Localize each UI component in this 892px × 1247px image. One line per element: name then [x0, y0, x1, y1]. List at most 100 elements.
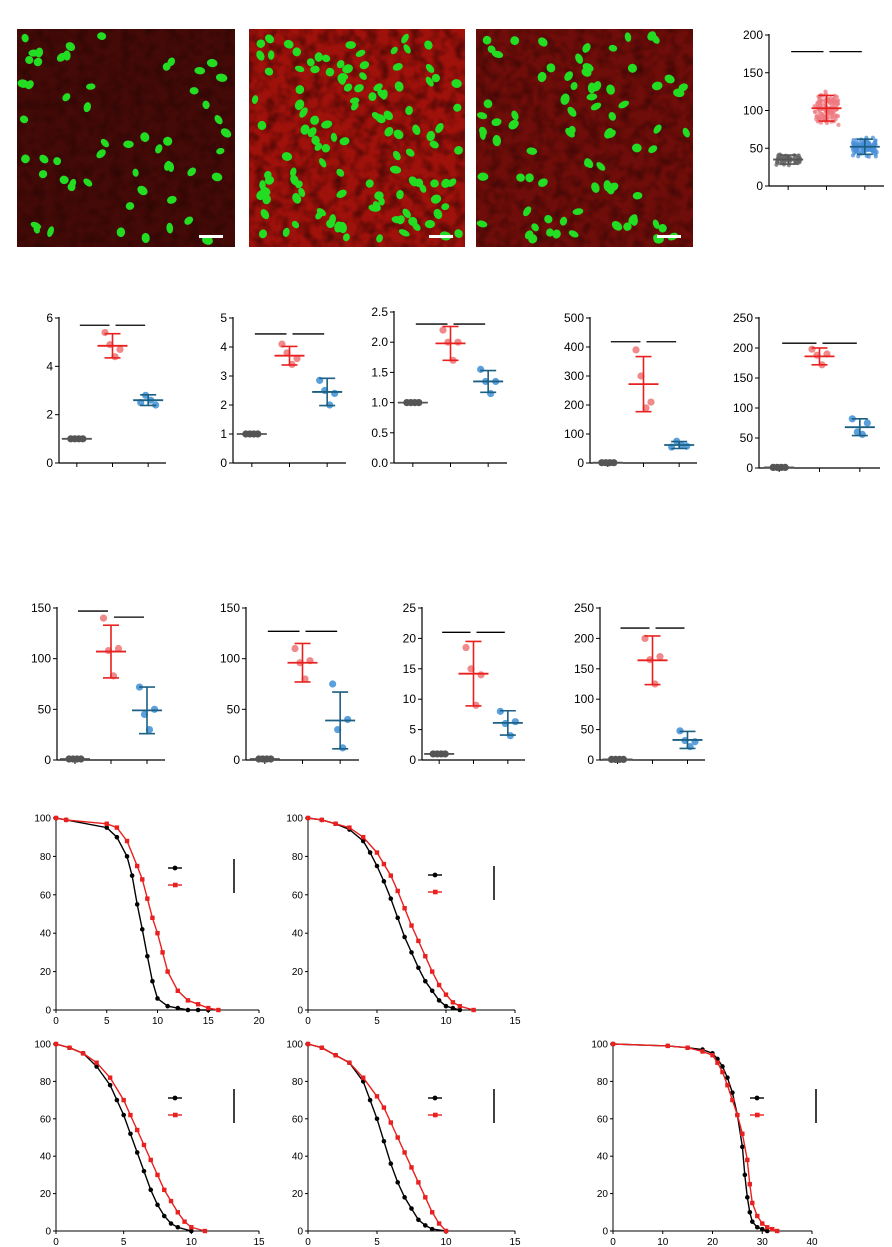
series-marker: [155, 931, 160, 936]
gfp-nucleus: [414, 178, 424, 188]
gfp-nucleus: [376, 234, 383, 243]
y-tick-label: 300: [564, 369, 584, 383]
data-point: [866, 154, 871, 159]
series-marker: [128, 1112, 133, 1118]
series-marker: [104, 825, 110, 830]
y-tick-label: 50: [740, 431, 754, 445]
series-marker: [347, 1060, 352, 1065]
x-tick-label: 0: [305, 1016, 311, 1027]
gfp-nucleus: [559, 216, 568, 226]
series-marker: [367, 1097, 373, 1103]
gfp-nucleus: [100, 138, 110, 148]
series-marker: [53, 815, 59, 821]
gfp-nucleus: [398, 229, 410, 237]
gfp-nucleus: [403, 44, 411, 54]
series-marker: [747, 1210, 753, 1215]
series-marker: [319, 1045, 324, 1050]
series-marker: [720, 1069, 725, 1075]
gfp-nucleus: [608, 112, 617, 121]
series-marker: [150, 915, 155, 921]
series-marker: [720, 1064, 725, 1069]
gfp-nucleus: [611, 220, 623, 231]
series-line: [307, 1043, 447, 1232]
gfp-nucleus: [552, 229, 561, 239]
y-tick-label: 200: [743, 28, 763, 42]
series-marker: [395, 1180, 401, 1185]
series-marker: [175, 1224, 181, 1230]
gfp-nucleus: [587, 82, 596, 94]
series-marker: [374, 1116, 380, 1122]
gfp-nucleus: [537, 71, 547, 83]
series-marker: [742, 1172, 748, 1178]
series-marker: [67, 1045, 72, 1050]
gfp-nucleus: [311, 135, 320, 146]
series-marker: [443, 1003, 449, 1009]
gfp-nucleus: [546, 228, 554, 237]
data-point: [829, 109, 835, 114]
gfp-nucleus: [392, 63, 403, 71]
series-marker: [436, 1221, 442, 1226]
series-marker: [124, 854, 130, 859]
y-tick-label: 100: [220, 652, 240, 666]
data-point: [821, 114, 826, 119]
y-tick-label: 100: [31, 652, 51, 666]
data-point: [293, 355, 301, 363]
dotplot-7: 0 50 100 150: [220, 601, 359, 767]
series-marker: [423, 954, 428, 959]
gfp-nucleus: [652, 219, 660, 229]
y-tick-label: 0: [45, 1006, 51, 1017]
series-marker: [745, 1195, 750, 1200]
data-point: [872, 151, 877, 156]
micro-panel-b: [249, 29, 465, 247]
data-point: [329, 680, 337, 688]
series-marker: [206, 1005, 211, 1011]
gfp-nucleus: [510, 36, 520, 46]
series-marker: [725, 1082, 730, 1088]
gfp-nucleus: [453, 103, 462, 112]
series-marker: [121, 1112, 126, 1118]
series-marker: [128, 1131, 133, 1137]
gfp-nucleus: [673, 88, 685, 98]
y-tick-label: 60: [292, 1114, 304, 1125]
y-tick-label: 50: [227, 702, 241, 716]
gfp-nucleus: [479, 128, 486, 140]
gfp-nucleus: [336, 168, 345, 177]
gfp-nucleus: [389, 165, 402, 174]
gfp-nucleus: [343, 233, 350, 242]
y-tick-label: 150: [733, 371, 753, 385]
gfp-nucleus: [56, 52, 67, 62]
gfp-nucleus: [531, 223, 539, 232]
gfp-nucleus: [141, 232, 150, 244]
gfp-nucleus: [476, 112, 488, 120]
gfp-nucleus: [426, 130, 436, 142]
gfp-nucleus: [624, 32, 632, 42]
series-marker: [735, 1112, 740, 1118]
gfp-nucleus: [525, 173, 534, 183]
series-marker: [730, 1090, 735, 1095]
gfp-nucleus: [405, 148, 415, 157]
dotplot-5: 0 50 100 150 200 250: [733, 311, 880, 475]
series-marker: [94, 1060, 99, 1065]
survival-chart-4: 0 20 40 60 80 100 0 10 20 30 40: [591, 1040, 818, 1247]
gfp-nucleus: [166, 222, 174, 234]
gfp-nucleus: [25, 80, 34, 90]
series-marker: [374, 850, 380, 855]
y-tick-label: 1.5: [371, 365, 388, 379]
gfp-nucleus: [435, 123, 444, 134]
gfp-nucleus: [321, 120, 333, 129]
series-marker: [135, 1127, 140, 1133]
gfp-nucleus: [194, 66, 206, 75]
series-marker: [360, 838, 366, 844]
data-point: [860, 142, 865, 147]
gfp-nucleus: [187, 167, 197, 177]
series-marker: [388, 873, 393, 878]
series-marker: [457, 1003, 462, 1009]
data-point: [852, 150, 857, 156]
y-tick-label: 10: [403, 692, 417, 706]
series-marker: [395, 915, 401, 921]
gfp-nucleus: [342, 64, 354, 74]
gfp-nucleus: [431, 73, 440, 83]
y-tick-label: 200: [564, 398, 584, 412]
x-tick-label: 0: [53, 1237, 59, 1247]
data-point: [863, 419, 871, 427]
